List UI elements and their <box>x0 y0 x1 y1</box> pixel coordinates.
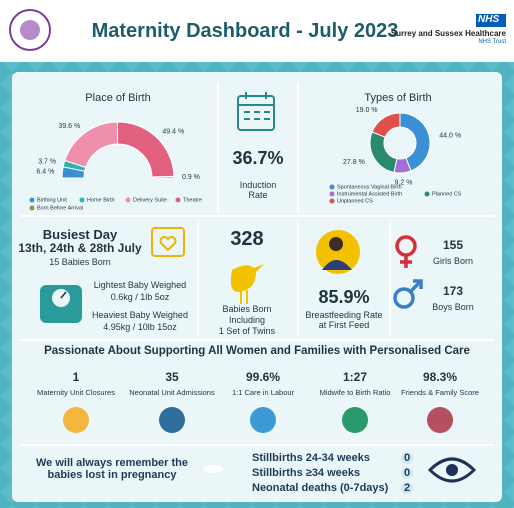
legend-dot <box>29 197 35 203</box>
care-label: 1:1 Care in Labour <box>231 388 295 397</box>
babies-value: 328 <box>230 228 264 250</box>
segment <box>399 112 431 172</box>
section-title: Types of Birth <box>364 92 432 104</box>
care-value: 98.3% <box>422 370 458 384</box>
care-label: Neonatal Unit Admissions <box>129 388 215 397</box>
legend-dot <box>175 197 181 203</box>
segment-label: 3.7 % <box>38 158 56 165</box>
stork-icon <box>230 264 264 304</box>
girls-value: 155 <box>442 238 464 252</box>
title: Maternity Dashboard - July 2023 <box>91 20 399 42</box>
charts: 6.4 % 3.7 % 39.6 % 49.4 % 0.9 % 44.0 % 9.2 % 27… <box>29 107 462 211</box>
logo-mark <box>20 20 40 40</box>
busiest-title: Busiest Day <box>42 227 118 242</box>
care-value: 99.6% <box>245 370 281 384</box>
loss-label: Neonatal deaths (0-7days) <box>252 482 389 494</box>
loss-value: 2 <box>401 482 414 494</box>
legend-dot <box>29 205 35 211</box>
nhs-box <box>476 14 506 27</box>
breastfeeding-value: 85.9% <box>318 287 370 307</box>
care-title: Passionate About Supporting All Women an… <box>44 345 470 357</box>
weight-label: Lightest Baby Weighed <box>93 280 187 290</box>
segment-label: 19.0 % <box>356 107 378 114</box>
legend-label: Instrumental Assisted Birth <box>337 191 402 197</box>
segment-label: 0.9 % <box>182 174 200 181</box>
babies-label: Babies Born <box>222 304 272 314</box>
care-label: Midwife to Birth Ratio <box>319 388 391 397</box>
loss-label: Stillbirths 24-34 weeks <box>252 452 370 464</box>
care-label: Maternity Unit Closures <box>37 388 115 397</box>
babies-note: 1 Set of Twins <box>218 326 276 336</box>
segment-label: 44.0 % <box>439 132 461 139</box>
legend-dot <box>329 184 335 190</box>
legend-dot <box>424 191 430 197</box>
weight-value: 4.95kg / 10lb 15oz <box>103 322 177 332</box>
busiest-babies: 15 Babies Born <box>49 257 111 267</box>
legend-dot <box>125 197 131 203</box>
calendar-icon <box>237 92 275 131</box>
busiest-dates: 13th, 24th & 28th July <box>18 241 142 255</box>
segment <box>369 131 398 173</box>
weight-value: 0.6kg / 1lb 5oz <box>110 292 170 302</box>
dividers <box>20 82 494 446</box>
weight-label: Heaviest Baby Weighed <box>92 310 188 320</box>
legend-label: Home Birth <box>87 197 115 203</box>
nhs-logo: NHS <box>478 14 500 25</box>
segment-label: 9.2 % <box>395 180 413 187</box>
legend-label: Delivery Suite <box>133 197 167 203</box>
legend-dot <box>329 191 335 197</box>
legend-label: Birthing Unit <box>37 197 67 203</box>
segment-label: 39.6 % <box>58 123 80 130</box>
mother-icon <box>316 230 360 274</box>
induction-label: Induction Rate <box>239 180 277 200</box>
care-icons <box>63 407 453 433</box>
female-icon <box>395 235 417 268</box>
loss-label: Stillbirths ≥34 weeks <box>252 467 361 479</box>
segment-label: 27.8 % <box>343 159 365 166</box>
trust-name: Surrey and Sussex Healthcare <box>390 29 506 38</box>
section-title: Place of Birth <box>85 92 151 104</box>
boys-label: Boys Born <box>432 302 474 312</box>
loss-value: 0 <box>401 452 414 464</box>
legend-dot <box>329 198 335 204</box>
segment-label: 49.4 % <box>162 129 184 136</box>
panel <box>12 72 502 502</box>
cloud-icon <box>203 465 223 473</box>
legend-label: Unplanned CS <box>337 198 373 204</box>
segment <box>151 175 175 179</box>
trust-sub: NHS Trust <box>478 39 506 45</box>
heart-calendar-icon <box>151 227 185 257</box>
loss-value: 0 <box>401 467 414 479</box>
induction-value: 36.7% <box>232 148 284 168</box>
care-value: 35 <box>165 370 179 384</box>
scale-icon <box>40 285 82 323</box>
care-label: Friends & Family Score <box>401 388 479 397</box>
segment <box>371 112 401 138</box>
care-value: 1:27 <box>342 370 368 384</box>
legend-dot <box>79 197 85 203</box>
care-value: 1 <box>72 370 80 384</box>
legend-label: Theatre <box>183 197 202 203</box>
eye-icon <box>427 457 477 483</box>
legend-label: Born Before Arrival <box>37 205 83 211</box>
breastfeeding-label: Breastfeeding Rate at First Feed <box>305 310 383 330</box>
remembrance-message: We will always remember the babies lost … <box>35 457 189 481</box>
legend-label: Spontaneous Vaginal Birth <box>337 184 402 190</box>
babies-note: Including <box>228 315 266 325</box>
male-icon <box>393 279 423 309</box>
segment-label: 6.4 % <box>36 168 54 175</box>
girls-label: Girls Born <box>432 256 474 266</box>
boys-value: 173 <box>442 284 464 298</box>
legend-label: Planned CS <box>432 191 462 197</box>
